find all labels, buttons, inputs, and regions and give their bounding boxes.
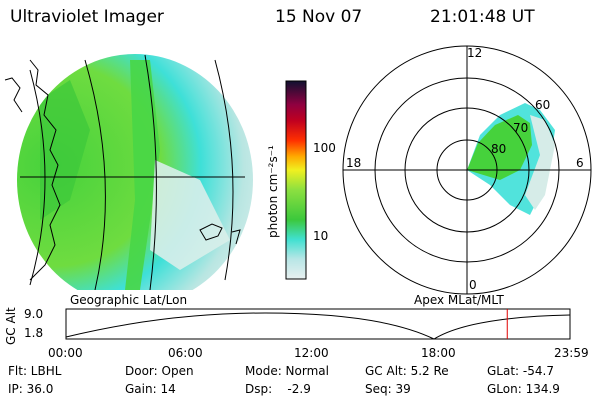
polar-plot [342,45,592,295]
mode-info: Mode: Normal [245,364,329,378]
map-meridians [20,54,245,290]
mlat-label-70: 70 [513,121,529,135]
time-tick-4: 23:59 [554,346,589,360]
mlt-label-12: 12 [467,46,483,60]
gc-alt-tick-top: 9.0 [24,307,44,321]
ip-info: IP: 36.0 [8,382,54,396]
time-tick-2: 12:00 [294,346,329,360]
seq-info: Seq: 39 [365,382,411,396]
filter-info: Flt: LBHL [8,364,62,378]
colorbar-tick-10: 10 [313,229,329,243]
polar-grid [342,45,592,295]
dsp-info: Dsp: -2.9 [245,382,311,396]
mlt-label-6: 6 [576,156,584,170]
colorbar-tick-100: 100 [313,141,336,155]
time-tick-0: 00:00 [48,346,83,360]
gain-info: Gain: 14 [125,382,176,396]
mlt-label-18: 18 [346,156,362,170]
time-label: 21:01:48 UT [430,7,535,27]
colorbar-unit-label: photon cm⁻²s⁻¹ [266,145,280,238]
time-tick-3: 18:00 [421,346,456,360]
timeline-frame [65,308,571,340]
gc-alt-axis-label: GC Alt [4,307,18,345]
mlat-label-80: 80 [491,142,507,156]
altitude-timeline[interactable] [60,305,575,343]
mlat-label-60: 60 [535,98,551,112]
mlt-label-0: 0 [469,278,477,292]
altitude-curve [65,312,571,340]
date-label: 15 Nov 07 [275,7,363,27]
gc-alt-tick-bottom: 1.8 [24,326,44,340]
glon-info: GLon: 134.9 [487,382,560,396]
door-info: Door: Open [125,364,194,378]
apex-caption: Apex MLat/MLT [414,293,504,307]
geographic-map [4,54,253,290]
time-tick-1: 06:00 [168,346,203,360]
polar-aurora-image [467,103,555,215]
geographic-caption: Geographic Lat/Lon [70,293,188,307]
map-coastlines [4,59,241,281]
gc-alt-info: GC Alt: 5.2 Re [365,364,449,378]
instrument-title: Ultraviolet Imager [10,7,164,27]
map-aurora-image [17,54,253,290]
colorbar [285,80,307,280]
glat-info: GLat: -54.7 [487,364,554,378]
